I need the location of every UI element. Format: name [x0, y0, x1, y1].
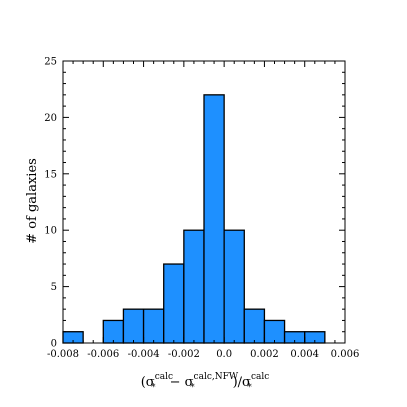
histogram-bar: [243, 308, 266, 344]
y-tick-labels: 0 5 10 15 20 25: [44, 57, 57, 350]
x-tick-label: -0.004: [128, 349, 160, 360]
histogram-bar: [183, 229, 205, 344]
x-tick-label: 0.004: [290, 349, 319, 360]
histogram-bars: [62, 94, 326, 344]
x-axis-title: (σcalc * − σcalc,NFW *)/σcalc *: [141, 372, 270, 393]
y-tick-label: 25: [44, 57, 57, 68]
y-axis-title: # of galaxies: [25, 158, 40, 244]
histogram-bar: [163, 263, 185, 344]
y-tick-label: 20: [44, 113, 57, 124]
x-tick-label: -0.006: [87, 349, 119, 360]
histogram-bar: [102, 319, 125, 344]
y-tick-label: 10: [44, 226, 57, 237]
x-tick-label: 0.006: [331, 349, 360, 360]
x-tick-label: 0.002: [250, 349, 279, 360]
histogram-bar: [142, 308, 165, 344]
y-tick-label: 5: [51, 282, 57, 293]
y-tick-label: 15: [44, 169, 57, 180]
y-tick-label: 0: [51, 339, 57, 350]
histogram-bar: [263, 319, 286, 344]
histogram-bar: [122, 308, 145, 344]
x-tick-label: -0.002: [168, 349, 200, 360]
x-tick-labels: -0.008 -0.006 -0.004 -0.002 0.0 0.002 0.004 0.0…: [47, 349, 359, 360]
histogram-bar: [223, 229, 245, 344]
x-tick-label: 0.0: [216, 349, 232, 360]
histogram-bar: [203, 94, 225, 344]
x-tick-label: -0.008: [47, 349, 79, 360]
plot-frame: [62, 60, 346, 344]
